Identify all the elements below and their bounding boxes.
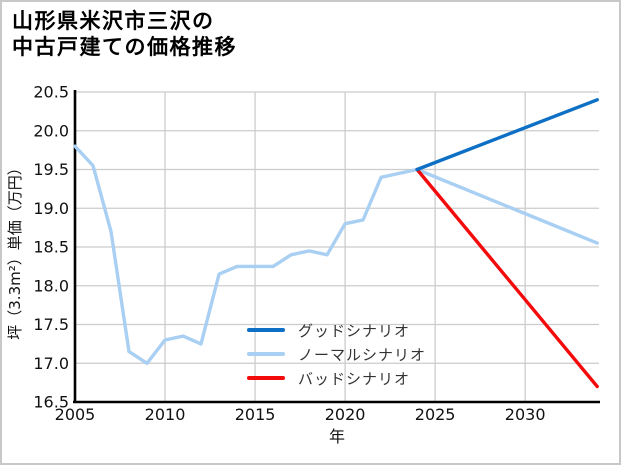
legend-item-normal-scenario: ノーマルシナリオ	[247, 342, 426, 366]
x-tick-label: 2015	[235, 405, 276, 424]
y-tick-label: 16.5	[33, 393, 69, 412]
y-axis-label: 坪（3.3m²）単価（万円）	[6, 160, 24, 339]
normal-scenario-label: ノーマルシナリオ	[298, 345, 427, 364]
good-scenario-line	[415, 98, 599, 172]
y-tick-label: 19.5	[33, 160, 69, 179]
y-tick-label: 20.5	[33, 83, 69, 102]
x-axis-label: 年	[329, 427, 345, 446]
normal-scenario-swatch	[247, 352, 285, 356]
legend-item-bad-scenario: バッドシナリオ	[247, 366, 426, 390]
bad-scenario-line	[415, 167, 599, 389]
y-tick-label: 18.0	[33, 276, 69, 295]
x-tick-label: 2030	[505, 405, 546, 424]
chart-title-line2: 中古戸建ての価格推移	[12, 35, 237, 59]
chart-title: 山形県米沢市三沢の 中古戸建ての価格推移	[12, 8, 237, 60]
legend: グッドシナリオ ノーマルシナリオ バッドシナリオ	[247, 318, 426, 390]
x-tick-label: 2010	[145, 405, 186, 424]
bad-scenario-label: バッドシナリオ	[298, 369, 411, 388]
legend-item-good-scenario: グッドシナリオ	[247, 318, 426, 342]
chart-title-line1: 山形県米沢市三沢の	[12, 9, 215, 33]
x-tick-label: 2005	[55, 405, 96, 424]
y-tick-label: 18.5	[33, 238, 69, 257]
x-tick-label: 2025	[415, 405, 456, 424]
normal-scenario-line	[73, 144, 599, 365]
y-tick-label: 20.0	[33, 121, 69, 140]
y-tick-label: 17.0	[33, 354, 69, 373]
y-tick-label: 17.5	[33, 315, 69, 334]
good-scenario-label: グッドシナリオ	[298, 321, 411, 340]
y-tick-label: 19.0	[33, 199, 69, 218]
x-tick-label: 2020	[325, 405, 366, 424]
good-scenario-swatch	[247, 328, 285, 332]
bad-scenario-swatch	[247, 376, 285, 380]
